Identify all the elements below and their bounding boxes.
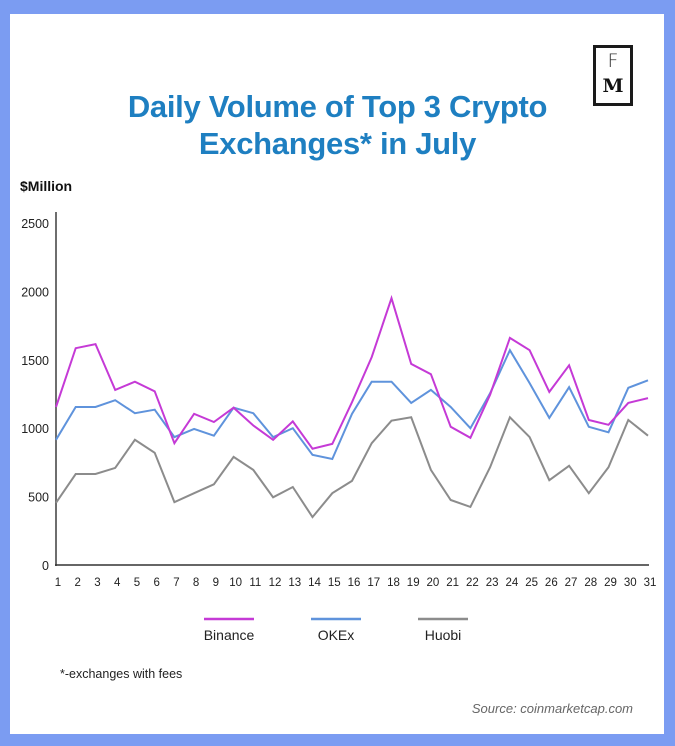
x-tick-label: 18 (387, 577, 400, 589)
y-axis-label: $Million (20, 178, 73, 194)
x-tick-label: 14 (308, 577, 321, 589)
x-tick-label: 22 (466, 577, 479, 589)
x-tick-label: 12 (269, 577, 282, 589)
x-tick-label: 20 (427, 577, 440, 589)
x-tick-label: 9 (213, 577, 219, 589)
x-tick-label: 13 (288, 577, 301, 589)
x-tick-label: 11 (249, 577, 261, 589)
y-tick-label: 2500 (21, 217, 49, 231)
x-tick-label: 7 (173, 577, 179, 589)
x-tick-label: 28 (584, 577, 597, 589)
footnote: *-exchanges with fees (60, 667, 183, 681)
x-tick-label: 6 (153, 577, 159, 589)
x-tick-label: 1 (55, 577, 61, 589)
x-tick-label: 30 (624, 577, 637, 589)
x-tick-label: 16 (348, 577, 361, 589)
x-tick-label: 5 (134, 577, 140, 589)
x-tick-label: 17 (367, 577, 380, 589)
y-tick-labels: 0 500 1000 1500 2000 2500 (21, 217, 49, 573)
x-tick-labels: 1 2 3 4 5 6 7 8 9 10 11 12 13 14 15 16 17 18 19 20 21 22 23 24 2… (55, 577, 657, 589)
legend-label-huobi: Huobi (425, 627, 462, 643)
legend-label-okex: OKEx (318, 627, 355, 643)
x-tick-label: 4 (114, 577, 121, 589)
x-tick-label: 15 (328, 577, 341, 589)
x-tick-label: 10 (229, 577, 242, 589)
legend: Binance OKEx Huobi (204, 617, 468, 643)
legend-label-binance: Binance (204, 627, 255, 643)
x-tick-label: 8 (193, 577, 199, 589)
x-tick-label: 21 (446, 577, 459, 589)
x-tick-label: 3 (94, 577, 100, 589)
y-tick-label: 2000 (21, 285, 49, 299)
chart-title-line-1: Daily Volume of Top 3 Crypto (127, 89, 548, 124)
x-tick-label: 27 (565, 577, 578, 589)
x-tick-label: 25 (525, 577, 538, 589)
x-tick-label: 23 (486, 577, 499, 589)
y-tick-label: 0 (42, 559, 49, 573)
x-tick-label: 29 (604, 577, 617, 589)
series-line-huobi (55, 415, 649, 519)
y-tick-label: 1000 (21, 422, 49, 436)
x-tick-label: 24 (505, 577, 518, 589)
chart-title: Daily Volume of Top 3 Crypto Exchanges* … (0, 88, 675, 162)
logo-letter-f: F (607, 50, 619, 72)
fm-logo: F M (593, 45, 633, 106)
x-tick-label: 26 (545, 577, 558, 589)
series-line-okex (55, 348, 649, 461)
chart-card (10, 14, 664, 734)
x-tick-label: 31 (644, 577, 657, 589)
x-tick-label: 2 (75, 577, 81, 589)
series-line-binance (55, 294, 649, 450)
y-tick-label: 500 (28, 491, 49, 505)
y-tick-label: 1500 (21, 354, 49, 368)
chart-title-line-2: Exchanges* in July (198, 126, 477, 161)
source-credit: Source: coinmarketcap.com (471, 701, 633, 716)
logo-letter-m: M (602, 75, 624, 97)
x-tick-label: 19 (407, 577, 420, 589)
series-lines (55, 294, 649, 519)
